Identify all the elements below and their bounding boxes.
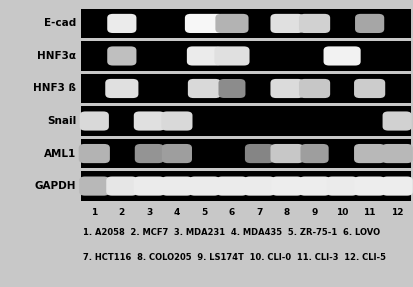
FancyBboxPatch shape — [354, 144, 385, 163]
FancyBboxPatch shape — [135, 144, 164, 163]
Text: 1. A2058  2. MCF7  3. MDA231  4. MDA435  5. ZR-75-1  6. LOVO: 1. A2058 2. MCF7 3. MDA231 4. MDA435 5. … — [83, 228, 380, 237]
FancyBboxPatch shape — [134, 177, 165, 196]
FancyBboxPatch shape — [185, 14, 224, 33]
FancyBboxPatch shape — [161, 111, 192, 131]
Text: E-cad: E-cad — [44, 18, 76, 28]
FancyBboxPatch shape — [382, 111, 412, 131]
Text: 5: 5 — [201, 208, 208, 217]
FancyBboxPatch shape — [244, 177, 275, 196]
FancyBboxPatch shape — [355, 14, 384, 33]
FancyBboxPatch shape — [79, 177, 109, 196]
FancyBboxPatch shape — [216, 177, 247, 196]
FancyBboxPatch shape — [271, 14, 304, 33]
FancyBboxPatch shape — [382, 177, 413, 196]
FancyBboxPatch shape — [188, 79, 221, 98]
FancyBboxPatch shape — [354, 79, 385, 98]
Text: 8: 8 — [284, 208, 290, 217]
Text: 6: 6 — [229, 208, 235, 217]
Text: 3: 3 — [146, 208, 152, 217]
FancyBboxPatch shape — [214, 46, 249, 65]
FancyBboxPatch shape — [301, 144, 329, 163]
FancyBboxPatch shape — [161, 177, 192, 196]
FancyBboxPatch shape — [106, 177, 138, 196]
Text: 4: 4 — [174, 208, 180, 217]
FancyBboxPatch shape — [299, 79, 330, 98]
Text: 11: 11 — [363, 208, 376, 217]
FancyBboxPatch shape — [271, 177, 303, 196]
FancyBboxPatch shape — [134, 111, 165, 131]
Text: 9: 9 — [311, 208, 318, 217]
FancyBboxPatch shape — [271, 144, 304, 163]
Text: 12: 12 — [391, 208, 404, 217]
FancyBboxPatch shape — [189, 177, 220, 196]
Bar — [81, 139, 411, 168]
FancyBboxPatch shape — [162, 144, 192, 163]
FancyBboxPatch shape — [187, 46, 222, 65]
Text: 7. HCT116  8. COLO205  9. LS174T  10. CLI-0  11. CLI-3  12. CLI-5: 7. HCT116 8. COLO205 9. LS174T 10. CLI-0… — [83, 253, 386, 261]
FancyBboxPatch shape — [216, 14, 249, 33]
FancyBboxPatch shape — [218, 79, 245, 98]
Text: HNF3α: HNF3α — [38, 51, 76, 61]
Bar — [81, 9, 411, 38]
FancyBboxPatch shape — [79, 144, 110, 163]
FancyBboxPatch shape — [299, 177, 330, 196]
Text: 10: 10 — [336, 208, 348, 217]
FancyBboxPatch shape — [323, 46, 361, 65]
Text: GAPDH: GAPDH — [35, 181, 76, 191]
Text: 7: 7 — [256, 208, 263, 217]
FancyBboxPatch shape — [107, 46, 136, 65]
FancyBboxPatch shape — [382, 144, 413, 163]
FancyBboxPatch shape — [299, 14, 330, 33]
Bar — [81, 171, 411, 201]
Text: HNF3 ß: HNF3 ß — [33, 84, 76, 94]
FancyBboxPatch shape — [107, 14, 136, 33]
FancyBboxPatch shape — [105, 79, 138, 98]
FancyBboxPatch shape — [271, 79, 304, 98]
Text: AML1: AML1 — [44, 149, 76, 158]
FancyBboxPatch shape — [354, 177, 385, 196]
Bar — [81, 41, 411, 71]
Bar — [81, 106, 411, 136]
FancyBboxPatch shape — [245, 144, 274, 163]
Text: 2: 2 — [119, 208, 125, 217]
FancyBboxPatch shape — [327, 177, 358, 196]
Text: 1: 1 — [91, 208, 97, 217]
Text: Snail: Snail — [47, 116, 76, 126]
FancyBboxPatch shape — [80, 111, 109, 131]
Bar — [81, 74, 411, 103]
